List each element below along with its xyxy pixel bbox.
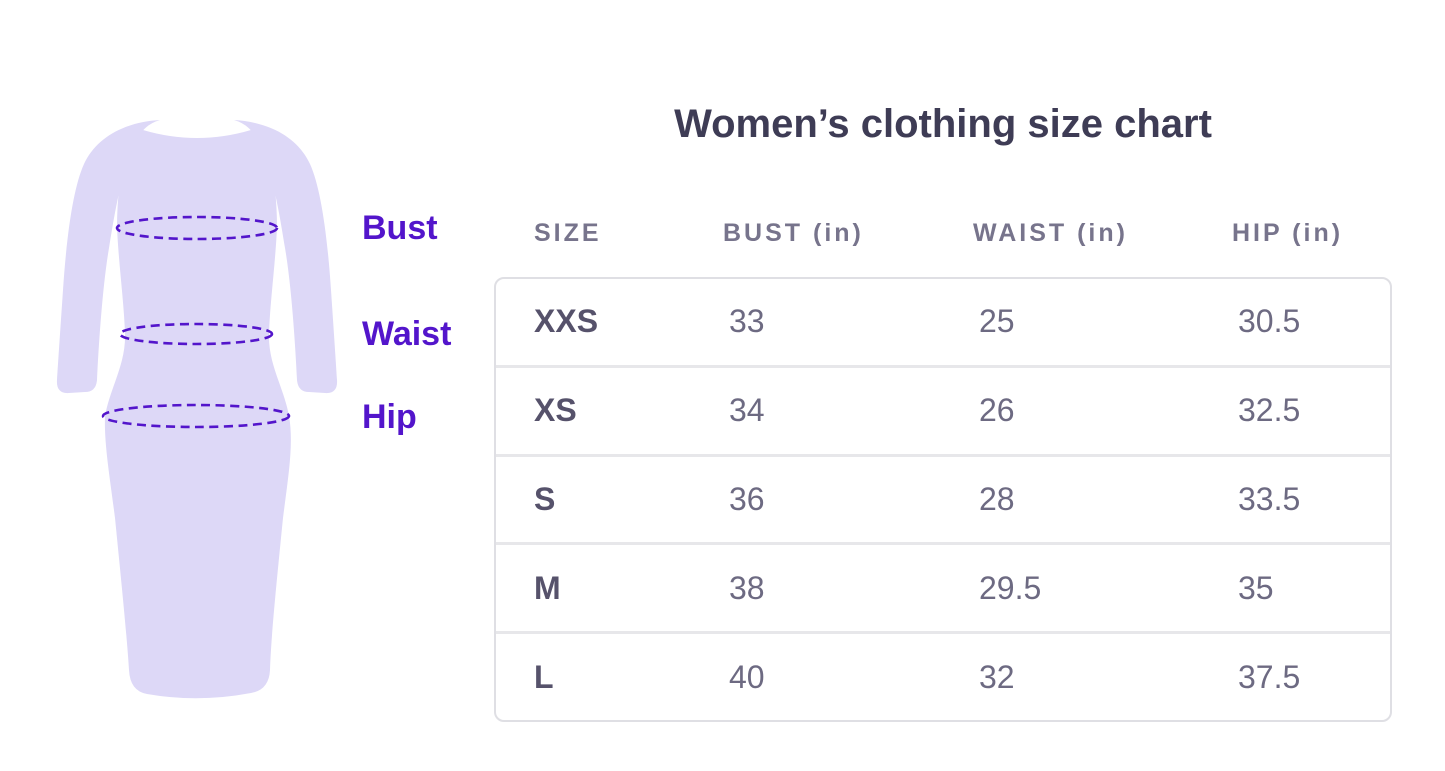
hip-cell: 30.5	[1238, 303, 1301, 340]
hip-cell: 35	[1238, 569, 1274, 606]
hip-cell: 37.5	[1238, 658, 1301, 695]
row-divider	[496, 631, 1390, 635]
table-row-xs: XS 34 26 32.5	[496, 368, 1390, 454]
size-cell: L	[534, 658, 554, 695]
hip-label: Hip	[362, 398, 417, 436]
table-row-s: S 36 28 33.5	[496, 457, 1390, 543]
row-divider	[496, 364, 1390, 368]
column-header-hip: HIP (in)	[1232, 218, 1344, 247]
bust-cell: 36	[729, 480, 765, 517]
waist-cell: 26	[979, 392, 1015, 429]
waist-label: Waist	[362, 315, 452, 353]
table-row-xxs: XXS 33 25 30.5	[496, 279, 1390, 365]
size-cell: M	[534, 569, 561, 606]
dress-left-sleeve	[56, 120, 160, 394]
bust-label: Bust	[362, 209, 438, 247]
table-header-row: SIZE BUST (in) WAIST (in) HIP (in)	[494, 218, 1392, 248]
waist-cell: 32	[979, 658, 1015, 695]
hip-cell: 32.5	[1238, 392, 1301, 429]
column-header-bust: BUST (in)	[723, 218, 864, 247]
size-table: XXS 33 25 30.5 XS 34 26 32.5 S 36 28 33.…	[494, 277, 1392, 722]
bust-cell: 38	[729, 569, 765, 606]
row-divider	[496, 453, 1390, 457]
bust-measure-line	[115, 215, 279, 241]
waist-cell: 29.5	[979, 569, 1042, 606]
table-row-l: L 40 32 37.5	[496, 634, 1390, 720]
waist-cell: 25	[979, 303, 1015, 340]
size-cell: S	[534, 480, 556, 517]
size-cell: XXS	[534, 303, 599, 340]
dress-right-sleeve	[234, 120, 338, 394]
waist-measure-line	[118, 322, 274, 346]
hip-cell: 33.5	[1238, 480, 1301, 517]
column-header-size: SIZE	[534, 218, 602, 247]
size-cell: XS	[534, 392, 577, 429]
dress-body	[104, 130, 291, 699]
dress-illustration	[56, 120, 338, 699]
page-title: Women’s clothing size chart	[674, 102, 1212, 146]
hip-measure-line	[101, 403, 291, 429]
row-divider	[496, 542, 1390, 546]
table-row-m: M 38 29.5 35	[496, 545, 1390, 631]
bust-cell: 40	[729, 658, 765, 695]
waist-cell: 28	[979, 480, 1015, 517]
column-header-waist: WAIST (in)	[973, 218, 1128, 247]
bust-cell: 34	[729, 392, 765, 429]
bust-cell: 33	[729, 303, 765, 340]
